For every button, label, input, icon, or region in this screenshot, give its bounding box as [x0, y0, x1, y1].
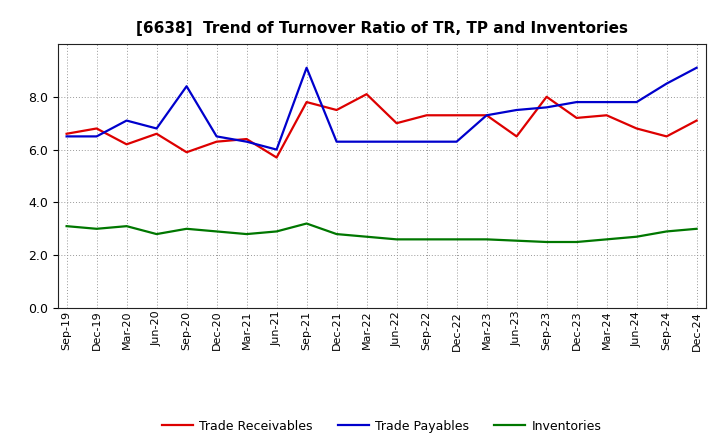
- Inventories: [602, 237, 611, 242]
- Trade Payables: [242, 139, 251, 144]
- Title: [6638]  Trend of Turnover Ratio of TR, TP and Inventories: [6638] Trend of Turnover Ratio of TR, TP…: [135, 21, 628, 36]
- Trade Receivables: [693, 118, 701, 123]
- Trade Receivables: [632, 126, 641, 131]
- Trade Payables: [92, 134, 101, 139]
- Trade Receivables: [452, 113, 461, 118]
- Trade Payables: [422, 139, 431, 144]
- Line: Trade Receivables: Trade Receivables: [66, 94, 697, 158]
- Trade Payables: [572, 99, 581, 105]
- Trade Receivables: [302, 99, 311, 105]
- Inventories: [572, 239, 581, 245]
- Trade Payables: [153, 126, 161, 131]
- Trade Payables: [212, 134, 221, 139]
- Inventories: [92, 226, 101, 231]
- Trade Receivables: [662, 134, 671, 139]
- Inventories: [122, 224, 131, 229]
- Trade Receivables: [513, 134, 521, 139]
- Trade Receivables: [542, 94, 551, 99]
- Inventories: [212, 229, 221, 234]
- Inventories: [632, 234, 641, 239]
- Trade Payables: [392, 139, 401, 144]
- Trade Receivables: [422, 113, 431, 118]
- Trade Payables: [362, 139, 371, 144]
- Trade Receivables: [153, 131, 161, 136]
- Inventories: [62, 224, 71, 229]
- Trade Payables: [182, 84, 191, 89]
- Trade Receivables: [92, 126, 101, 131]
- Legend: Trade Receivables, Trade Payables, Inventories: Trade Receivables, Trade Payables, Inven…: [157, 414, 606, 437]
- Inventories: [333, 231, 341, 237]
- Trade Receivables: [392, 121, 401, 126]
- Trade Receivables: [122, 142, 131, 147]
- Trade Receivables: [572, 115, 581, 121]
- Trade Receivables: [62, 131, 71, 136]
- Inventories: [693, 226, 701, 231]
- Trade Receivables: [362, 92, 371, 97]
- Inventories: [513, 238, 521, 243]
- Trade Payables: [62, 134, 71, 139]
- Trade Receivables: [182, 150, 191, 155]
- Trade Payables: [542, 105, 551, 110]
- Inventories: [422, 237, 431, 242]
- Trade Payables: [302, 65, 311, 70]
- Inventories: [182, 226, 191, 231]
- Inventories: [392, 237, 401, 242]
- Inventories: [242, 231, 251, 237]
- Inventories: [542, 239, 551, 245]
- Trade Receivables: [333, 107, 341, 113]
- Line: Trade Payables: Trade Payables: [66, 68, 697, 150]
- Trade Payables: [452, 139, 461, 144]
- Trade Payables: [482, 113, 491, 118]
- Trade Receivables: [212, 139, 221, 144]
- Inventories: [662, 229, 671, 234]
- Inventories: [302, 221, 311, 226]
- Trade Receivables: [602, 113, 611, 118]
- Inventories: [272, 229, 281, 234]
- Trade Payables: [333, 139, 341, 144]
- Line: Inventories: Inventories: [66, 224, 697, 242]
- Inventories: [452, 237, 461, 242]
- Trade Receivables: [272, 155, 281, 160]
- Trade Payables: [602, 99, 611, 105]
- Trade Receivables: [242, 136, 251, 142]
- Inventories: [482, 237, 491, 242]
- Trade Payables: [513, 107, 521, 113]
- Trade Payables: [632, 99, 641, 105]
- Trade Payables: [122, 118, 131, 123]
- Inventories: [362, 234, 371, 239]
- Inventories: [153, 231, 161, 237]
- Trade Payables: [693, 65, 701, 70]
- Trade Receivables: [482, 113, 491, 118]
- Trade Payables: [272, 147, 281, 152]
- Trade Payables: [662, 81, 671, 86]
